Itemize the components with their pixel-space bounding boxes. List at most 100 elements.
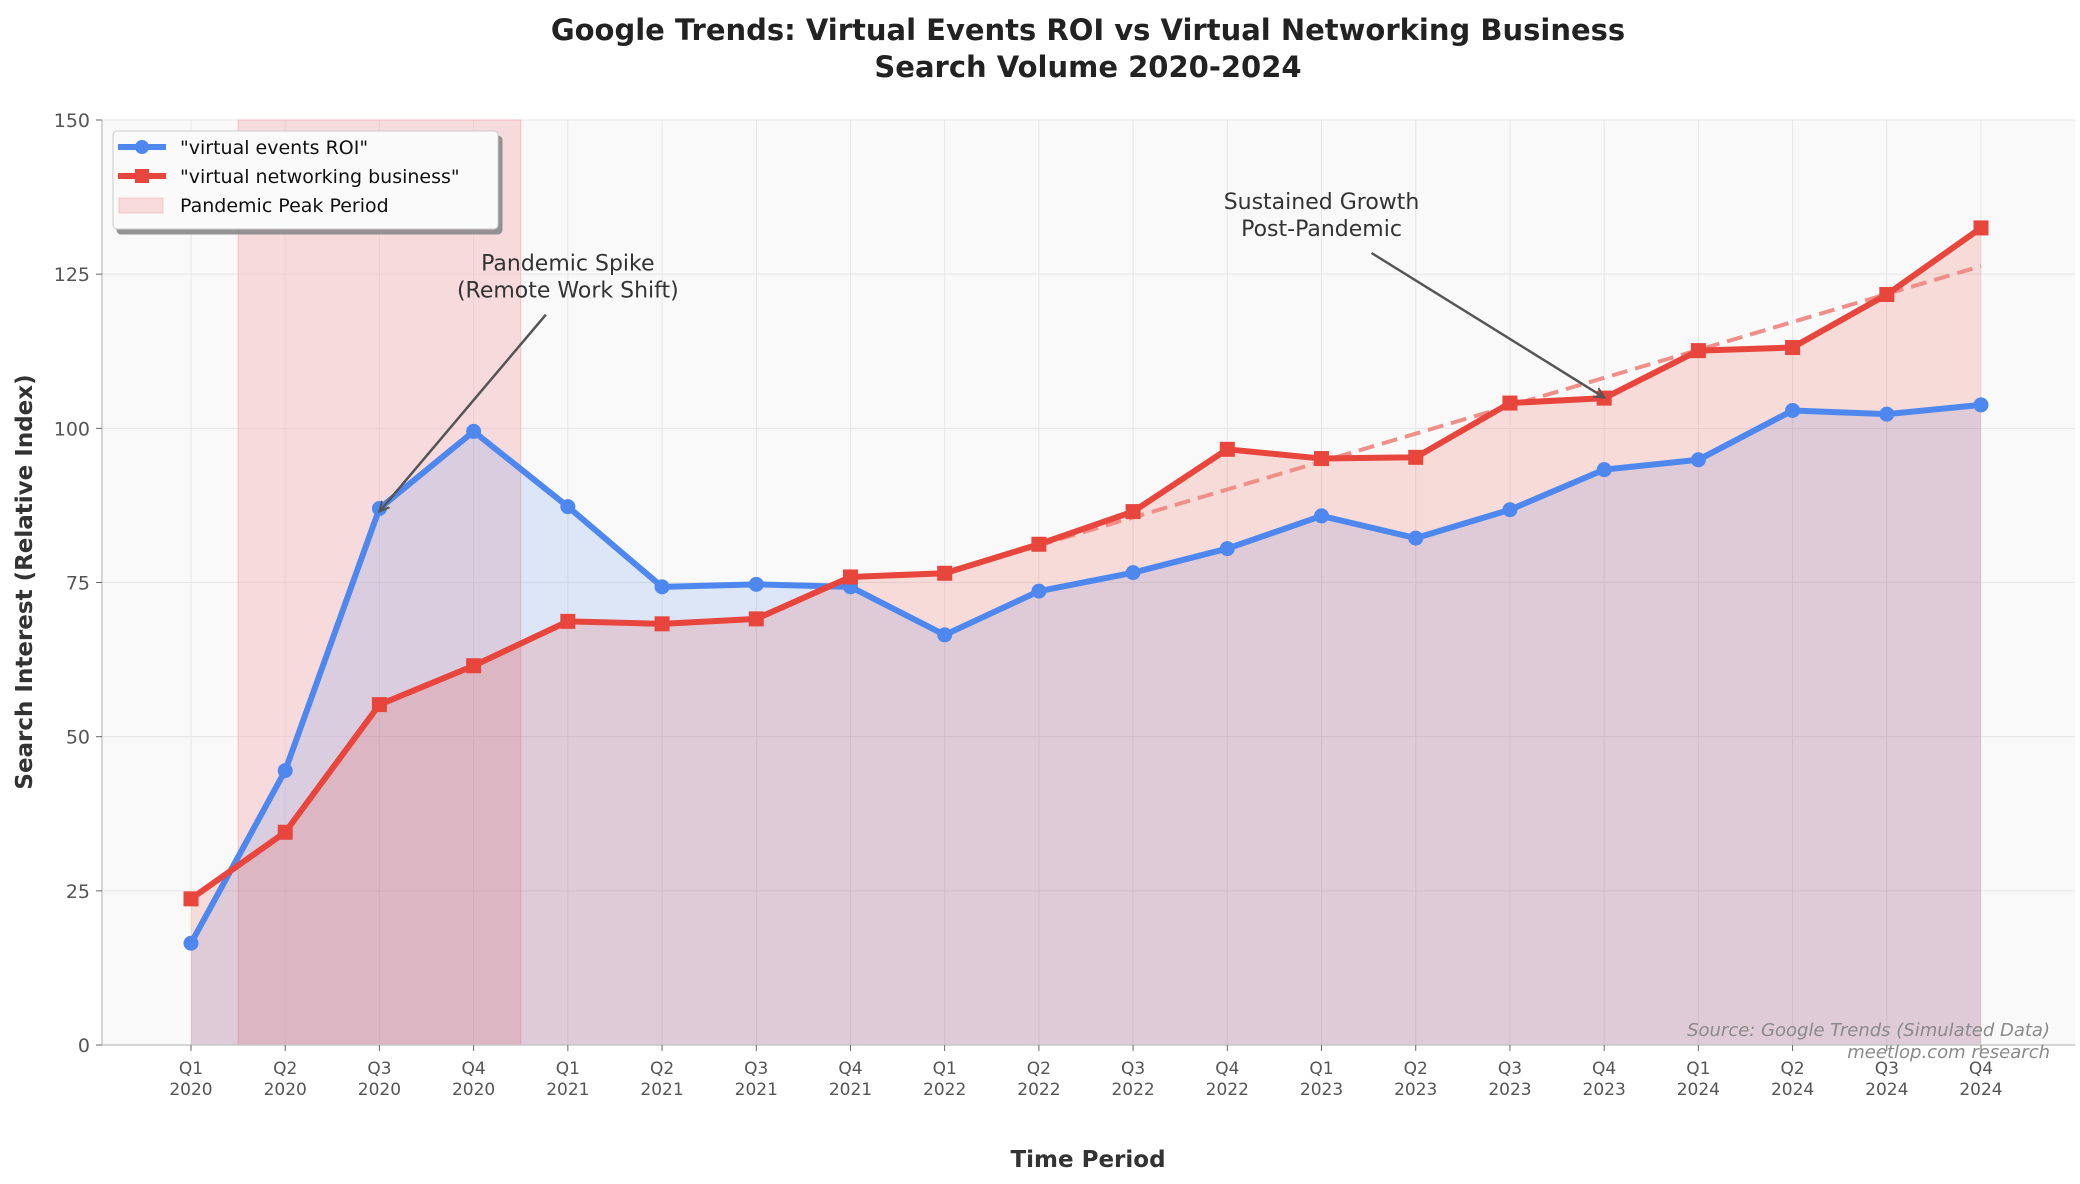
- x-tick-label: Q1 2020: [169, 1059, 212, 1100]
- text-line: 2022: [1206, 1080, 1249, 1100]
- area-fill-1: [191, 227, 1981, 1045]
- x-tick-label: Q4 2021: [829, 1059, 872, 1100]
- text-line: 2022: [1111, 1080, 1154, 1100]
- text-line: 2020: [452, 1080, 495, 1100]
- text-line: 2021: [640, 1080, 683, 1100]
- series-line-1: [189, 225, 1983, 902]
- text-line: 2023: [1583, 1080, 1626, 1100]
- text-line: 2020: [358, 1080, 401, 1100]
- series-line-0: [188, 401, 1982, 945]
- x-tick-label: Q1 2024: [1677, 1059, 1720, 1100]
- text-line: Q4: [462, 1059, 486, 1079]
- text-line: 2023: [1394, 1080, 1437, 1100]
- text-line: Search Volume 2020-2024: [874, 50, 1301, 84]
- text-line: Q1: [933, 1059, 957, 1079]
- data-point: [183, 935, 199, 951]
- data-point: [1690, 452, 1706, 468]
- data-point: [1502, 395, 1518, 411]
- data-point: [1031, 536, 1047, 552]
- data-point: [183, 891, 199, 907]
- data-point: [1219, 441, 1235, 457]
- text-line: 2024: [1959, 1080, 2002, 1100]
- text-line: Q3: [1121, 1059, 1145, 1079]
- data-point: [371, 501, 387, 516]
- x-tick-label: Q1 2023: [1300, 1059, 1343, 1100]
- data-point: [1408, 449, 1424, 465]
- data-point: [560, 613, 576, 629]
- x-tick-label: Q4 2023: [1583, 1059, 1626, 1100]
- legend-label: "virtual networking business": [180, 166, 460, 188]
- data-point: [466, 423, 482, 439]
- text-line: Q2: [1780, 1059, 1804, 1079]
- text-line: Q3: [367, 1059, 391, 1079]
- y-tick-label: 150: [54, 110, 90, 132]
- text-line: Q4: [1215, 1059, 1239, 1079]
- x-tick-label: Q4 2020: [452, 1059, 495, 1100]
- text-line: Q1: [179, 1059, 203, 1079]
- text-line: (Remote Work Shift): [457, 279, 679, 304]
- text-line: Q4: [838, 1059, 862, 1079]
- data-point: [1408, 530, 1424, 546]
- annotations: Pandemic Spike (Remote Work Shift) Sustain…: [379, 190, 1604, 512]
- data-point: [1314, 451, 1330, 467]
- text-line: Google Trends: Virtual Events ROI vs Vir…: [551, 13, 1625, 47]
- data-point: [937, 627, 953, 643]
- text-line: 2024: [1677, 1080, 1720, 1100]
- text-line: Q1: [1309, 1059, 1333, 1079]
- y-tick-label: 0: [78, 1035, 90, 1057]
- chart-title: Google Trends: Virtual Events ROI vs Vir…: [551, 13, 1625, 84]
- legend-marker-square: [135, 169, 149, 183]
- text-line: 2024: [1865, 1080, 1908, 1100]
- text-line: 2022: [1017, 1080, 1060, 1100]
- x-tick-label: Q1 2022: [923, 1059, 966, 1100]
- data-point: [748, 576, 764, 592]
- legend: "virtual events ROI" "virtual networking …: [112, 130, 499, 230]
- data-point: [277, 824, 293, 840]
- text-line: Q2: [1027, 1059, 1051, 1079]
- text-line: 2022: [923, 1080, 966, 1100]
- y-axis-label: Search Interest (Relative Index): [12, 374, 38, 789]
- x-tick-label: Q2 2022: [1017, 1059, 1060, 1100]
- data-point: [1973, 220, 1989, 236]
- annotation-arrow: [1370, 251, 1605, 398]
- area-fills: [191, 227, 1981, 1045]
- text-line: Q2: [1404, 1059, 1428, 1079]
- x-tick-label: Q3 2021: [735, 1059, 778, 1100]
- pandemic-peak-region: [237, 119, 522, 1046]
- x-tick-label: Q2 2023: [1394, 1059, 1437, 1100]
- y-tick-label: 125: [54, 264, 90, 286]
- legend-box: [112, 130, 499, 230]
- text-line: Q1: [556, 1059, 580, 1079]
- data-point: [1596, 462, 1612, 478]
- trend-line: [944, 264, 1982, 576]
- data-point: [1785, 340, 1801, 356]
- data-point: [1879, 287, 1895, 303]
- text-line: Q4: [1592, 1059, 1616, 1079]
- legend-marker-circle: [135, 140, 149, 154]
- text-line: 2020: [169, 1080, 212, 1100]
- text-line: 2021: [546, 1080, 589, 1100]
- text-line: Sustained Growth: [1224, 190, 1420, 215]
- legend-swatch-patch: [118, 197, 164, 214]
- data-point: [748, 611, 764, 627]
- text-line: Q2: [273, 1059, 297, 1079]
- text-line: 2020: [264, 1080, 307, 1100]
- text-line: Q3: [1875, 1059, 1899, 1079]
- text-line: 2024: [1771, 1080, 1814, 1100]
- y-tick-label: 25: [66, 881, 90, 903]
- text-line: 2023: [1300, 1080, 1343, 1100]
- series-lines: [183, 220, 1989, 951]
- x-tick-label: Q4 2022: [1206, 1059, 1249, 1100]
- text-line: 2021: [829, 1080, 872, 1100]
- y-tick-label: 50: [66, 727, 90, 749]
- data-point: [842, 569, 858, 585]
- source-note: Source: Google Trends (Simulated Data) me…: [1687, 1020, 2050, 1063]
- text-line: meetlop.com research: [1847, 1042, 2050, 1063]
- x-tick-label: Q1 2021: [546, 1059, 589, 1100]
- text-line: Post-Pandemic: [1241, 217, 1402, 242]
- pandemic-shade-layer: [237, 119, 522, 1046]
- data-point: [277, 763, 293, 779]
- data-point: [371, 697, 387, 713]
- x-tick-label: Q3 2022: [1111, 1059, 1154, 1100]
